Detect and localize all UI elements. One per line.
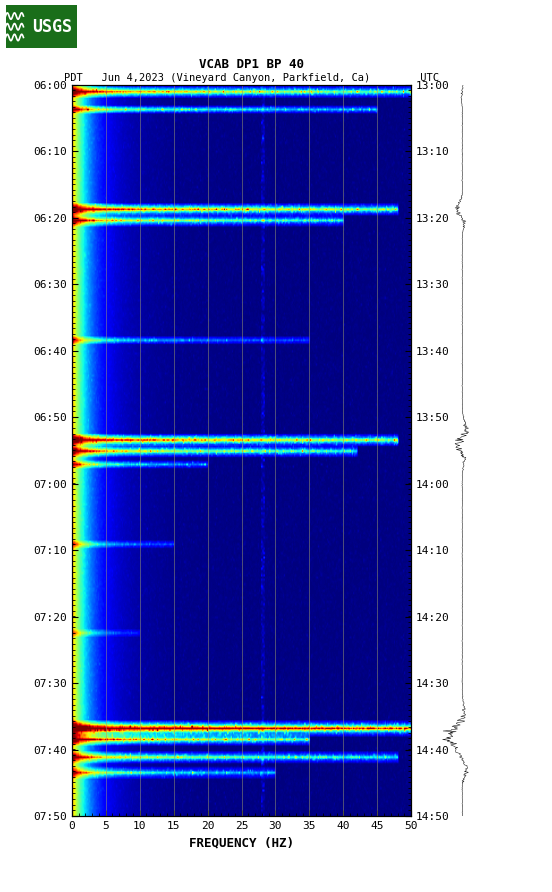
X-axis label: FREQUENCY (HZ): FREQUENCY (HZ)	[189, 837, 294, 849]
FancyBboxPatch shape	[6, 5, 77, 48]
Text: VCAB DP1 BP 40: VCAB DP1 BP 40	[199, 58, 304, 70]
Text: PDT   Jun 4,2023 (Vineyard Canyon, Parkfield, Ca)        UTC: PDT Jun 4,2023 (Vineyard Canyon, Parkfie…	[63, 72, 439, 83]
Text: USGS: USGS	[32, 18, 72, 36]
